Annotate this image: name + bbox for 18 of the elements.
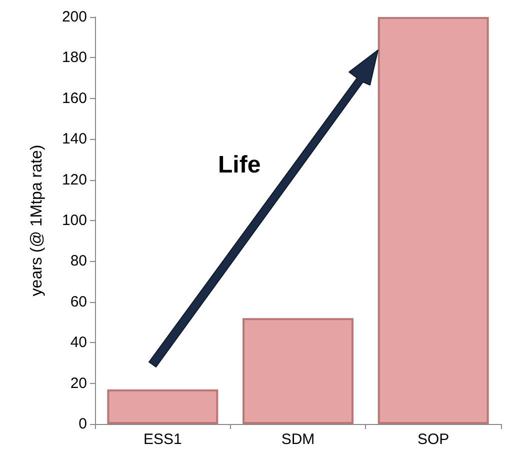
y-tick-label: 160 <box>62 90 87 107</box>
y-tick-label: 40 <box>70 334 87 352</box>
y-axis-title: years (@ 1Mtpa rate) <box>28 144 46 296</box>
y-tick-label: 20 <box>70 374 87 392</box>
x-tick-label: SOP <box>417 431 450 448</box>
bar <box>242 318 354 424</box>
y-tick-label: 100 <box>62 212 87 229</box>
annotation: Life <box>218 152 261 178</box>
y-tick-label: 80 <box>70 252 87 270</box>
y-tick-label: 200 <box>62 8 87 26</box>
x-tick-label: ESS1 <box>143 431 182 448</box>
y-tick-label: 180 <box>62 49 87 66</box>
y-tick-label: 140 <box>62 130 87 148</box>
y-tick-label: 0 <box>78 416 87 432</box>
y-tick-label: 60 <box>70 293 87 310</box>
y-tick-label: 120 <box>62 171 87 188</box>
x-tick-label: SDM <box>281 431 315 448</box>
bar <box>107 389 218 424</box>
